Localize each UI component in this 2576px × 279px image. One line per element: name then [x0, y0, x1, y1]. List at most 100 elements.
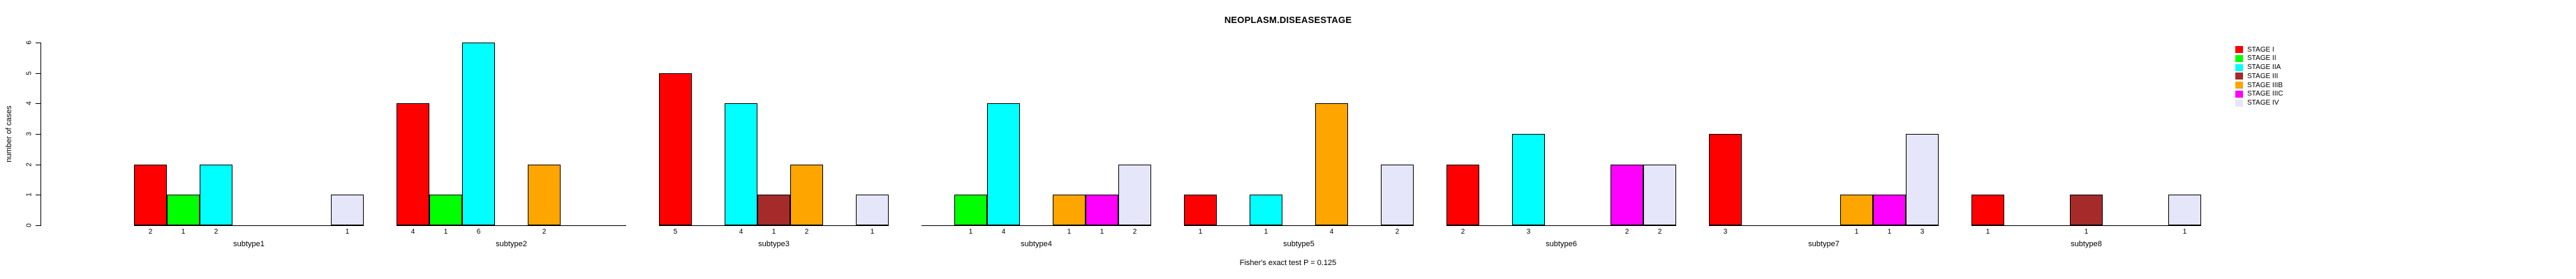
bar-subtype7-stage-iv: [1906, 134, 1939, 225]
legend-item: STAGE IIIC: [2235, 90, 2283, 98]
bar-count-label: 4: [410, 228, 415, 236]
legend-label: STAGE III: [2247, 72, 2279, 80]
bar-subtype2-stage-ii: [429, 195, 462, 225]
y-axis-tick-label: 0: [25, 223, 34, 227]
bar-subtype1-stage-i: [134, 164, 167, 225]
bar-subtype3-stage-iv: [856, 195, 889, 225]
bar-count-label: 2: [542, 228, 547, 236]
x-axis-baseline: [134, 225, 364, 226]
bar-count-label: 1: [771, 228, 776, 236]
legend-swatch: [2235, 90, 2243, 98]
bar-subtype2-stage-i: [397, 103, 429, 225]
bar-subtype5-stage-iia: [1250, 195, 1282, 225]
legend-item: STAGE IIIB: [2235, 81, 2283, 89]
legend-swatch: [2235, 99, 2243, 107]
legend-swatch: [2235, 82, 2243, 89]
bar-count-label: 1: [2182, 228, 2187, 236]
x-axis-baseline: [1184, 225, 1414, 226]
x-axis-group-label: subtype2: [496, 240, 527, 248]
stat-test-caption: Fisher's exact test P = 0.125: [1239, 259, 1337, 267]
bar-subtype5-stage-iv: [1381, 164, 1414, 225]
bar-count-label: 2: [1460, 228, 1465, 236]
bar-count-label: 1: [1264, 228, 1268, 236]
y-axis-tick-label: 4: [25, 101, 34, 106]
y-axis-tick-label: 1: [25, 193, 34, 197]
legend-item: STAGE I: [2235, 45, 2274, 54]
bar-subtype7-stage-i: [1709, 134, 1742, 225]
bar-subtype3-stage-iia: [725, 103, 757, 225]
bar-count-label: 4: [1001, 228, 1006, 236]
legend-label: STAGE IIIC: [2247, 90, 2283, 98]
bar-subtype3-stage-iii: [757, 195, 790, 225]
bar-subtype8-stage-iv: [2168, 195, 2201, 225]
bar-count-label: 1: [345, 228, 350, 236]
chart-title: NEOPLASM.DISEASESTAGE: [1224, 15, 1352, 25]
legend-label: STAGE I: [2247, 45, 2274, 54]
bar-subtype1-stage-iia: [200, 164, 232, 225]
bar-subtype1-stage-ii: [167, 195, 200, 225]
bar-count-label: 2: [148, 228, 153, 236]
y-axis-tick-label: 2: [25, 162, 34, 167]
bar-count-label: 2: [214, 228, 219, 236]
legend-swatch: [2235, 54, 2243, 62]
x-axis-group-label: subtype6: [1546, 240, 1577, 248]
legend-item: STAGE IV: [2235, 99, 2279, 107]
bar-subtype8-stage-iii: [2070, 195, 2103, 225]
bar-subtype6-stage-i: [1446, 164, 1479, 225]
y-axis-tick-label: 3: [25, 132, 34, 136]
bar-count-label: 1: [1067, 228, 1072, 236]
bar-count-label: 5: [673, 228, 678, 236]
bar-count-label: 6: [476, 228, 481, 236]
legend-item: STAGE II: [2235, 54, 2277, 63]
bar-subtype6-stage-iv: [1643, 164, 1676, 225]
bar-count-label: 1: [968, 228, 973, 236]
bar-subtype2-stage-iia: [462, 43, 495, 225]
bar-subtype5-stage-iiib: [1315, 103, 1348, 225]
bar-count-label: 4: [1329, 228, 1334, 236]
legend-item: STAGE IIA: [2235, 63, 2281, 72]
bar-count-label: 2: [1624, 228, 1629, 236]
bar-subtype5-stage-i: [1184, 195, 1217, 225]
y-axis-tick: [36, 134, 40, 135]
bar-count-label: 3: [1723, 228, 1728, 236]
bar-count-label: 2: [1657, 228, 1662, 236]
x-axis-baseline: [1971, 225, 2201, 226]
legend-label: STAGE II: [2247, 54, 2277, 63]
x-axis-group-label: subtype5: [1283, 240, 1315, 248]
legend-item: STAGE III: [2235, 72, 2278, 80]
legend-swatch: [2235, 46, 2243, 53]
y-axis-tick: [36, 73, 40, 74]
legend-label: STAGE IIA: [2247, 63, 2281, 71]
bar-count-label: 1: [443, 228, 448, 236]
bar-count-label: 1: [1887, 228, 1892, 236]
x-axis-group-label: subtype1: [233, 240, 265, 248]
x-axis-baseline: [921, 225, 1151, 226]
bar-subtype4-stage-iia: [987, 103, 1020, 225]
legend-label: STAGE IIIB: [2247, 81, 2283, 89]
bar-count-label: 3: [1920, 228, 1925, 236]
x-axis-group-label: subtype7: [1808, 240, 1840, 248]
bar-count-label: 2: [804, 228, 809, 236]
bar-subtype6-stage-iia: [1512, 134, 1545, 225]
bar-subtype4-stage-ii: [954, 195, 987, 225]
bar-count-label: 4: [739, 228, 743, 236]
bar-subtype8-stage-i: [1971, 195, 2004, 225]
legend-label: STAGE IV: [2247, 99, 2279, 107]
y-axis-tick-label: 6: [25, 40, 34, 45]
bar-subtype1-stage-iv: [331, 195, 364, 225]
x-axis-group-label: subtype8: [2071, 240, 2102, 248]
bar-subtype7-stage-iiic: [1873, 195, 1906, 225]
bar-count-label: 1: [1198, 228, 1203, 236]
bar-subtype3-stage-iiib: [790, 164, 823, 225]
x-axis-group-label: subtype4: [1021, 240, 1052, 248]
bar-subtype4-stage-iiib: [1053, 195, 1086, 225]
bar-subtype4-stage-iiic: [1086, 195, 1118, 225]
y-axis-tick: [36, 103, 40, 105]
bar-subtype7-stage-iiib: [1840, 195, 1873, 225]
y-axis-label: number of cases: [5, 105, 13, 163]
y-axis-tick-label: 5: [25, 70, 34, 75]
x-axis-group-label: subtype3: [758, 240, 790, 248]
bar-count-label: 1: [181, 228, 186, 236]
bar-subtype6-stage-iiic: [1611, 164, 1643, 225]
bar-count-label: 1: [1985, 228, 1990, 236]
